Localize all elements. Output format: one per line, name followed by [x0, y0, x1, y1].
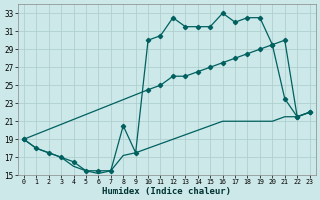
- X-axis label: Humidex (Indice chaleur): Humidex (Indice chaleur): [102, 187, 231, 196]
